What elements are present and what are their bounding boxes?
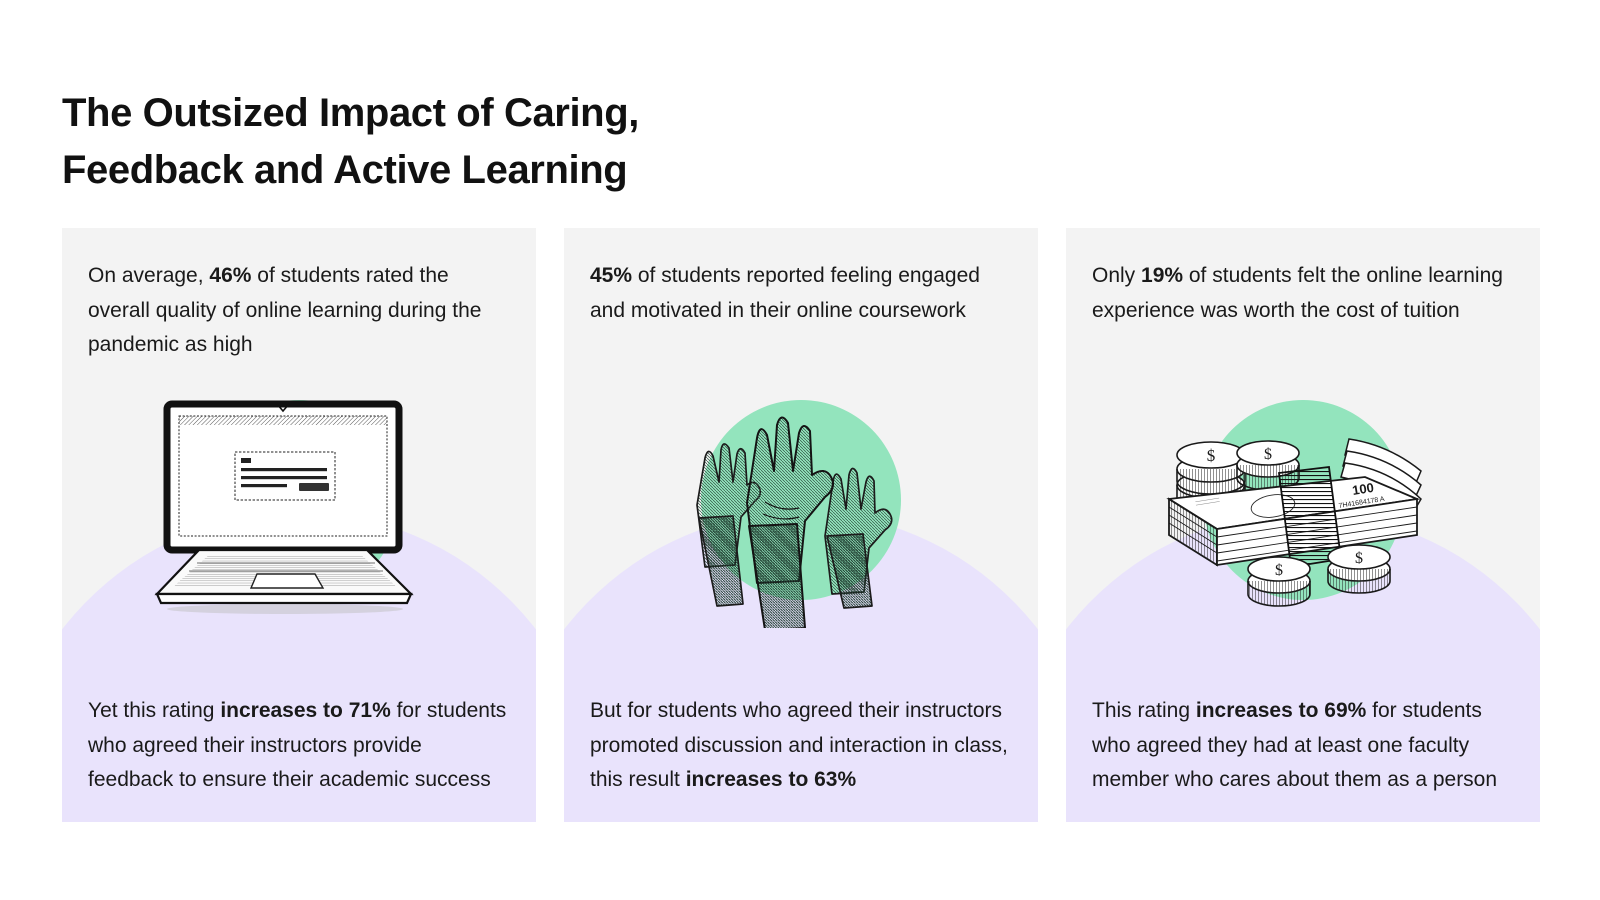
card-bottom-lead: Yet this rating: [88, 699, 221, 723]
card-bottom-lead: But for students who agreed their instru…: [590, 699, 1008, 792]
card-bottom-rest: for students who agreed their instructor…: [88, 699, 507, 792]
svg-text:$: $: [1264, 446, 1272, 463]
card-top-lead: On average,: [88, 264, 210, 287]
card-top-stat: 46%: [209, 264, 252, 287]
card-top-rest: of students rated the overall quality of…: [88, 264, 482, 357]
card-top-lead: Only: [1092, 264, 1142, 287]
raised-hands-icon: [696, 416, 893, 628]
stat-card-tuition-worth: Only 19% of students felt the online lea…: [1066, 228, 1540, 822]
cash-stack-icon: $ $: [1166, 438, 1422, 607]
card-bottom-text: Yet this rating increases to 71% for stu…: [62, 694, 536, 798]
illustration-laptop: [62, 378, 536, 648]
stat-card-quality-rating: On average, 46% of students rated the ov…: [62, 228, 536, 822]
card-bottom-rest: for students who agreed they had at leas…: [1092, 699, 1498, 792]
card-top-text: On average, 46% of students rated the ov…: [62, 228, 536, 363]
illustration-cash-stack: $ $: [1066, 378, 1540, 648]
page-title: The Outsized Impact of Caring, Feedback …: [62, 90, 639, 192]
card-bottom-text: But for students who agreed their instru…: [564, 694, 1038, 798]
card-bottom-stat: increases to 63%: [685, 768, 857, 792]
illustration-raised-hands: [564, 378, 1038, 648]
svg-text:$: $: [1275, 562, 1283, 579]
card-top-stat: 19%: [1141, 264, 1184, 287]
svg-text:$: $: [1207, 446, 1216, 465]
svg-text:$: $: [1355, 550, 1363, 567]
stat-card-engagement: 45% of students reported feeling engaged…: [564, 228, 1038, 822]
card-top-text: Only 19% of students felt the online lea…: [1066, 228, 1540, 328]
card-bottom-stat: increases to 71%: [220, 699, 391, 723]
card-top-rest: of students reported feeling engaged and…: [590, 264, 980, 322]
card-bottom-text: This rating increases to 69% for student…: [1066, 694, 1540, 798]
card-bottom-lead: This rating: [1092, 699, 1196, 723]
card-top-stat: 45%: [590, 264, 633, 287]
card-top-rest: of students felt the online learning exp…: [1092, 264, 1503, 322]
svg-text:100: 100: [1351, 480, 1375, 498]
stat-card-row: On average, 46% of students rated the ov…: [62, 228, 1540, 822]
card-top-text: 45% of students reported feeling engaged…: [564, 228, 1038, 328]
laptop-icon: [154, 400, 414, 614]
card-bottom-stat: increases to 69%: [1195, 699, 1367, 723]
